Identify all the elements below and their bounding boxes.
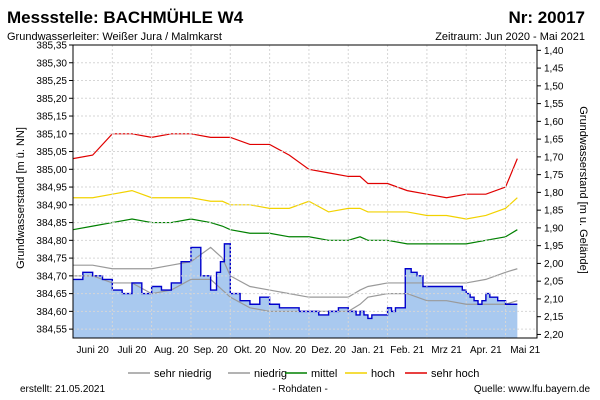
y-tick-label-left: 385,15 [36, 112, 67, 123]
y-tick-label-right: 2,20 [544, 330, 564, 341]
raw-data-label: - Rohdaten - [272, 384, 328, 395]
y-tick-label-right: 1,50 [544, 81, 564, 92]
y-tick-label-right: 1,95 [544, 241, 564, 252]
x-tick-label: Dez. 20 [311, 345, 346, 356]
y-tick-label-left: 385,05 [36, 147, 67, 158]
period-label: Zeitraum: Jun 2020 - Mai 2021 [435, 31, 585, 43]
y-tick-label-left: 384,85 [36, 218, 67, 229]
y-tick-label-right: 2,10 [544, 294, 564, 305]
x-tick-label: Mai 21 [510, 345, 540, 356]
y-tick-label-left: 384,75 [36, 254, 67, 265]
aquifer-label: Grundwasserleiter: Weißer Jura / Malmkar… [7, 31, 222, 43]
y-tick-label-right: 1,70 [544, 152, 564, 163]
series-line-niedrig [73, 246, 518, 298]
x-tick-label: Nov. 20 [272, 345, 306, 356]
y-tick-label-left: 384,55 [36, 325, 67, 336]
plot-frame [72, 44, 538, 339]
legend-label: sehr niedrig [154, 368, 211, 380]
plot-area [72, 133, 518, 338]
legend-label: mittel [311, 368, 337, 380]
y-tick-label-right: 1,55 [544, 99, 564, 110]
y-tick-label-right: 2,05 [544, 277, 564, 288]
y-axis-label-left: Grundwasserstand [m ü. NN] [15, 127, 27, 269]
y-tick-label-left: 385,35 [36, 41, 67, 52]
x-tick-label: Jan. 21 [352, 345, 385, 356]
y-tick-label-left: 385,20 [36, 94, 67, 105]
y-tick-label-right: 1,75 [544, 170, 564, 181]
y-tick-label-right: 1,45 [544, 64, 564, 75]
x-tick-label: Juli 20 [118, 345, 147, 356]
station-title: Messstelle: BACHMÜHLE W4 [7, 8, 244, 27]
y-tick-label-left: 385,30 [36, 58, 67, 69]
y-tick-label-left: 384,80 [36, 236, 67, 247]
x-tick-label: Okt. 20 [234, 345, 267, 356]
y-tick-label-left: 384,65 [36, 289, 67, 300]
y-tick-label-right: 1,80 [544, 188, 564, 199]
y-tick-label-right: 1,90 [544, 223, 564, 234]
source-label: Quelle: www.lfu.bayern.de [474, 384, 591, 395]
series-line-sehr-hoch [72, 133, 518, 199]
series-line-hoch [73, 189, 518, 220]
measured-area [73, 243, 518, 338]
x-tick-label: Juni 20 [77, 345, 110, 356]
axes: 385,35 385,30 385,25 385,20 385,15 385,10 385,… [36, 41, 563, 357]
y-tick-label-right: 1,60 [544, 117, 564, 128]
legend: sehr niedrig niedrig mittel hoch sehr hoch [128, 368, 479, 380]
legend-label: niedrig [254, 368, 287, 380]
x-tick-label: Feb. 21 [390, 345, 424, 356]
y-tick-label-right: 1,65 [544, 135, 564, 146]
x-tick-label: Mrz 21 [431, 345, 462, 356]
legend-label: hoch [371, 368, 395, 380]
y-axis-label-right: Grundwasserstand [m u. Gelände] [577, 106, 589, 274]
measured-line [73, 243, 518, 320]
station-number: Nr: 20017 [508, 8, 585, 27]
y-tick-label-left: 385,00 [36, 165, 67, 176]
y-tick-label-left: 384,90 [36, 200, 67, 211]
y-tick-label-left: 384,60 [36, 307, 67, 318]
y-tick-label-right: 2,00 [544, 259, 564, 270]
created-date: erstellt: 21.05.2021 [20, 384, 105, 395]
y-tick-label-left: 384,95 [36, 183, 67, 194]
y-tick-label-left: 385,10 [36, 129, 67, 140]
legend-label: sehr hoch [431, 368, 479, 380]
x-tick-label: Aug. 20 [154, 345, 189, 356]
x-tick-label: Sep. 20 [193, 345, 228, 356]
y-tick-label-right: 1,85 [544, 206, 564, 217]
x-tick-label: Apr. 21 [470, 345, 502, 356]
y-tick-label-left: 385,25 [36, 76, 67, 87]
y-tick-label-left: 384,70 [36, 271, 67, 282]
y-tick-label-right: 1,40 [544, 46, 564, 57]
y-tick-label-right: 2,15 [544, 312, 564, 323]
